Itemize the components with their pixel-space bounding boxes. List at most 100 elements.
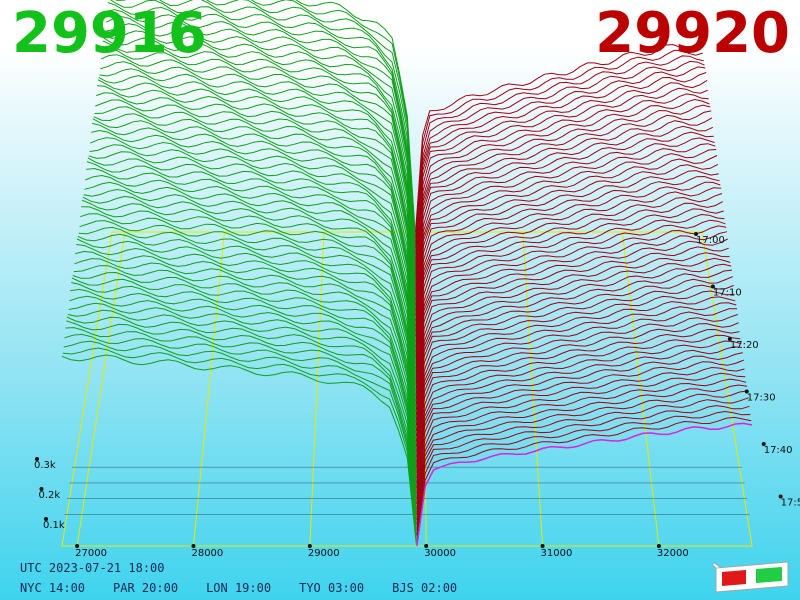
bid-depth-line: [98, 75, 416, 313]
bid-depth-line: [85, 174, 417, 397]
time-tick-label: 17:50: [781, 498, 800, 509]
ask-depth-line: [415, 131, 714, 306]
ask-depth-line: [416, 352, 743, 489]
ask-depth-line: [415, 225, 727, 384]
chart-grid: [61, 231, 753, 547]
bid-depth-line: [73, 265, 417, 471]
ask-depth-line: [416, 390, 748, 520]
ask-depth-line: [416, 322, 739, 463]
bid-depth-line: [250, 0, 416, 234]
ask-depth-line: [416, 334, 741, 473]
ask-depth-line: [415, 263, 732, 416]
bid-depth-line: [93, 113, 416, 345]
bid-depth-line: [102, 40, 416, 287]
ask-depth-line: [416, 359, 744, 494]
bid-depth-line: [70, 288, 417, 492]
price-grid-line: [522, 231, 544, 547]
time-tick-marker: [710, 284, 715, 289]
bid-depth-line: [97, 79, 416, 318]
volume-tick-marker: [35, 457, 39, 461]
ask-depth-line: [415, 187, 722, 353]
price-grid-line: [192, 231, 225, 547]
ask-depth-line: [416, 384, 748, 515]
time-tick-marker: [694, 232, 698, 236]
price-tick-label: 32000: [657, 548, 689, 559]
bid-depth-line: [83, 188, 417, 408]
time-tick-label: 17:00: [696, 235, 725, 246]
price-tick-label: 29000: [308, 548, 340, 559]
bid-depth-line: [72, 271, 417, 476]
ask-depth-line: [415, 284, 734, 431]
price-tick-marker: [75, 544, 80, 548]
bid-depth-line: [63, 340, 417, 534]
bid-depth-line: [74, 258, 417, 465]
price-grid-line: [422, 231, 427, 547]
bid-depth-line: [104, 30, 416, 276]
ask-depth-line: [415, 246, 729, 400]
bid-depth-line: [86, 167, 416, 392]
bid-depth-line: [91, 122, 416, 355]
ask-depth-line: [415, 302, 737, 447]
bid-depth-line: [114, 0, 416, 245]
bid-depth-line: [295, 0, 416, 229]
bid-depth-line: [92, 118, 416, 350]
volume-tick-label: 0.3k: [34, 460, 56, 471]
timezone-label: TYO 03:00: [299, 581, 365, 595]
ask-depth-line: [415, 55, 704, 243]
ask-depth-line: [415, 72, 707, 259]
bid-depth-line: [94, 106, 416, 339]
volume-tick-marker: [44, 517, 48, 521]
bid-depth-line: [105, 23, 416, 271]
ask-depth-line: [415, 137, 715, 311]
ask-depth-line: [416, 328, 740, 468]
bid-depth-line: [206, 0, 416, 240]
utc-time: UTC 2023-07-21 18:00: [20, 561, 165, 575]
price-tick-label: 28000: [191, 548, 223, 559]
bid-depth-line: [77, 233, 417, 444]
timezone-label: PAR 20:00: [113, 581, 179, 595]
ask-depth-line: [416, 372, 746, 505]
bid-depth-line: [76, 244, 417, 455]
price-tick-label: 27000: [75, 548, 107, 559]
bid-depth-line: [71, 277, 417, 481]
bid-depth-line: [107, 2, 416, 255]
ask-depth-line: [416, 397, 749, 526]
bid-depth-line: [81, 199, 417, 418]
time-tick-marker: [761, 442, 766, 446]
time-tick-label: 17:30: [747, 393, 776, 404]
bid-depth-line: [66, 316, 417, 513]
volume-tick-label: 0.2k: [39, 490, 61, 501]
bid-depth-line: [99, 68, 416, 308]
time-tick-label: 17:10: [713, 288, 742, 299]
ask-depth-line: [415, 117, 713, 295]
ask-depth-line: [415, 60, 705, 248]
ask-depth-line: [415, 219, 726, 379]
bid-depth-line: [96, 85, 416, 324]
ask-depth-line: [415, 163, 719, 332]
ask-depth-line: [415, 87, 708, 269]
ask-depth-line: [415, 257, 731, 410]
time-tick-marker: [778, 494, 783, 499]
3d-glasses-icon[interactable]: [712, 560, 792, 594]
ask-depth-line: [416, 314, 738, 458]
volume-tick-label: 0.1k: [43, 520, 65, 531]
bid-depth-line: [86, 161, 416, 387]
ask-depth-line: [416, 340, 742, 479]
time-tick-label: 17:20: [730, 340, 759, 351]
timezone-list: NYC 14:00 PAR 20:00 LON 19:00 TYO 03:00 BJS …: [20, 581, 485, 595]
bid-depth-line: [78, 226, 417, 439]
price-grid-line: [76, 231, 126, 547]
bid-depth-line: [75, 250, 417, 460]
bid-depth-line: [66, 320, 417, 518]
time-tick-marker: [727, 337, 732, 341]
price-tick-marker: [307, 544, 312, 548]
bid-depth-line: [82, 195, 417, 413]
bid-depth-line: [89, 144, 416, 371]
ask-depth-line: [415, 238, 729, 395]
ask-depth-line: [415, 110, 712, 290]
ask-price: 29920: [595, 1, 790, 66]
ask-depth-line: [415, 155, 718, 327]
latest-ask-depth-line: [416, 422, 753, 547]
ask-depth-line: [415, 49, 703, 238]
